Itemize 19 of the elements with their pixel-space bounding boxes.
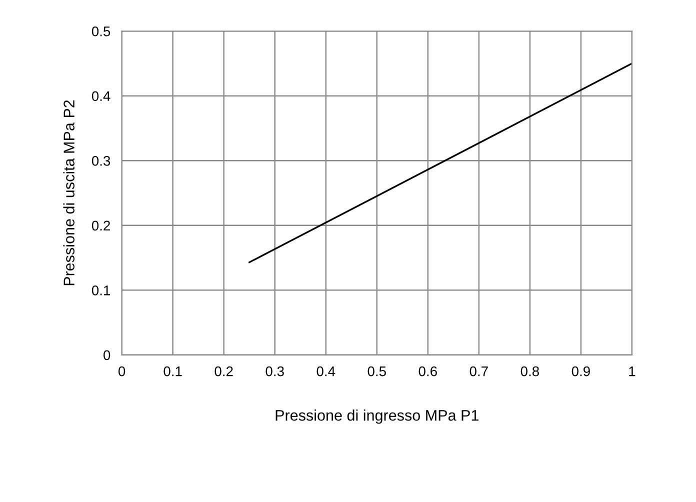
y-tick-label: 0.3 xyxy=(92,156,110,166)
x-tick-label: 0.8 xyxy=(520,366,539,376)
y-tick-label: 0.4 xyxy=(92,91,110,102)
x-tick-label: 1 xyxy=(629,366,636,376)
x-tick-label: 0 xyxy=(118,366,126,376)
x-tick-label: 0.2 xyxy=(214,366,233,376)
y-tick-label: 0 xyxy=(104,350,110,360)
x-axis-title: Pressione di ingresso MPa P1 xyxy=(276,410,478,424)
y-axis-title: Pressione di uscita MPa P2 xyxy=(63,100,74,286)
x-tick-label: 0.3 xyxy=(266,366,284,376)
x-tick-label: 0.5 xyxy=(368,366,386,376)
y-tick-label: 0.5 xyxy=(92,26,110,36)
x-tick-label: 0.9 xyxy=(572,366,590,376)
y-tick-label: 0.2 xyxy=(92,220,110,231)
x-tick-label: 0.4 xyxy=(316,366,336,376)
x-tick-label: 0.6 xyxy=(418,366,437,376)
x-tick-label: 0.1 xyxy=(164,366,182,376)
x-tick-label: 0.7 xyxy=(470,366,488,376)
y-tick-label: 0.1 xyxy=(92,285,110,296)
